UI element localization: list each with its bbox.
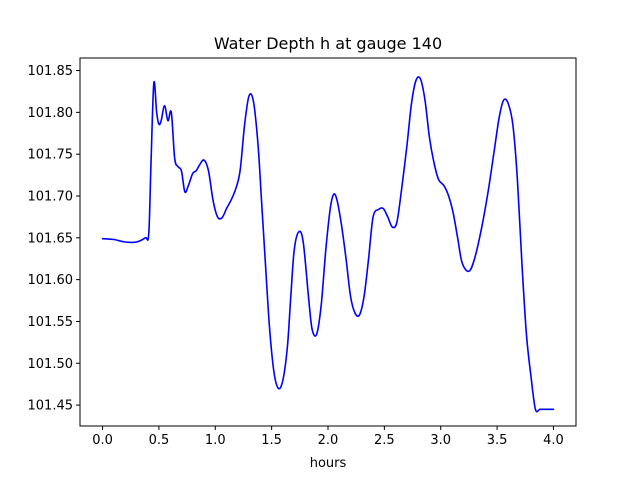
y-tick-label: 101.60 <box>28 273 74 288</box>
x-tick-label: 0.0 <box>92 433 113 448</box>
x-tick-label: 3.5 <box>487 433 508 448</box>
y-tick-label: 101.45 <box>28 399 74 414</box>
y-axis: 101.45 101.50 101.55 101.60 101.65 101.70 101.… <box>28 64 80 414</box>
x-axis: 0.0 0.5 1.0 1.5 2.0 2.5 3.0 3.5 4.0 <box>92 426 564 448</box>
chart-title: Water Depth h at gauge 140 <box>214 34 442 53</box>
x-tick-label: 4.0 <box>543 433 564 448</box>
y-tick-label: 101.50 <box>28 357 74 372</box>
x-axis-label: hours <box>310 456 347 471</box>
x-tick-label: 1.5 <box>261 433 282 448</box>
y-tick-label: 101.55 <box>28 315 74 330</box>
plot-area <box>101 76 555 413</box>
y-tick-label: 101.65 <box>28 231 74 246</box>
y-tick-label: 101.85 <box>28 64 74 79</box>
x-tick-label: 2.5 <box>374 433 395 448</box>
y-tick-label: 101.80 <box>28 106 74 121</box>
series-line-0 <box>101 76 555 413</box>
x-tick-label: 2.0 <box>318 433 339 448</box>
x-tick-label: 1.0 <box>205 433 226 448</box>
x-tick-label: 0.5 <box>149 433 170 448</box>
y-tick-label: 101.75 <box>28 148 74 163</box>
y-tick-label: 101.70 <box>28 190 74 205</box>
x-tick-label: 3.0 <box>430 433 451 448</box>
